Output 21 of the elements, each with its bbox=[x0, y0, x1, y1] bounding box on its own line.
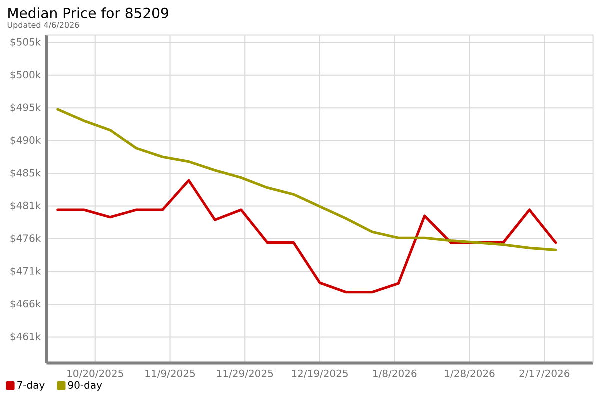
x-tick-label: 12/19/2025 bbox=[292, 370, 348, 378]
y-tick-label: $495k bbox=[10, 104, 42, 113]
y-tick-label: $471k bbox=[10, 267, 42, 276]
y-tick-label: $476k bbox=[10, 234, 42, 244]
x-tick-label: 11/29/2025 bbox=[217, 370, 274, 378]
legend-label: 7-day bbox=[18, 381, 45, 391]
y-tick-label: $466k bbox=[10, 300, 42, 309]
y-tick-label: $481k bbox=[10, 202, 42, 211]
y-tick-label: $485k bbox=[10, 169, 42, 178]
x-tick-label: 2/17/2026 bbox=[520, 370, 570, 378]
chart-title: Median Price for 85209 bbox=[8, 8, 168, 18]
x-tick-label: 1/8/2026 bbox=[374, 370, 417, 378]
chart-subtitle: Updated 4/6/2026 bbox=[8, 22, 80, 30]
x-tick-label: 11/9/2025 bbox=[146, 370, 195, 378]
x-tick-label: 10/20/2025 bbox=[68, 370, 124, 378]
y-tick-label: $505k bbox=[10, 38, 42, 48]
y-tick-label: $490k bbox=[10, 136, 42, 146]
y-tick-label: $500k bbox=[10, 70, 42, 80]
x-tick-label: 1/28/2026 bbox=[445, 370, 495, 378]
legend-label: 90-day bbox=[68, 381, 102, 391]
y-tick-label: $461k bbox=[10, 332, 42, 342]
